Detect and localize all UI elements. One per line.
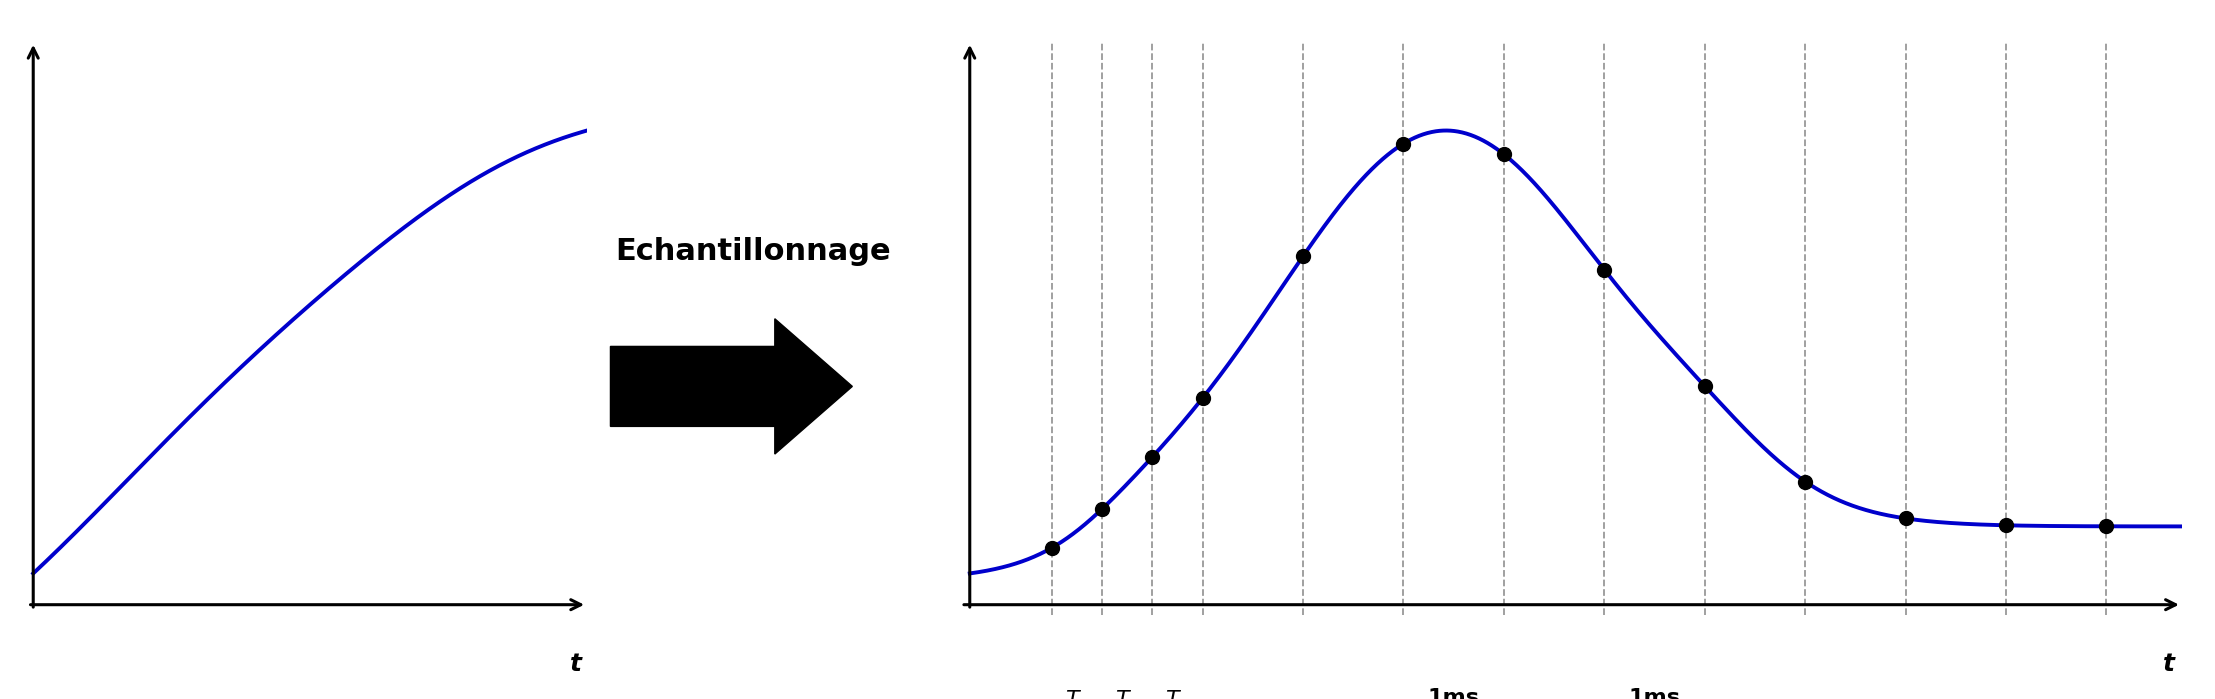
Text: t: t (2162, 651, 2175, 676)
Point (2089, 521, 2124, 532)
Text: Echantillonnage: Echantillonnage (616, 236, 890, 266)
Point (1788, 476, 1823, 487)
Point (1285, 250, 1320, 261)
Point (1887, 513, 1923, 524)
Text: 1ms: 1ms (1628, 688, 1681, 699)
Point (1387, 138, 1422, 149)
Point (1185, 392, 1220, 403)
Point (1586, 264, 1621, 275)
Text: $T_e$: $T_e$ (1114, 688, 1139, 699)
Point (1989, 519, 2025, 531)
Point (1134, 452, 1170, 463)
Point (1486, 149, 1522, 160)
Text: $T_e$: $T_e$ (1065, 688, 1090, 699)
Point (1688, 380, 1723, 391)
Text: t: t (569, 651, 583, 676)
Text: 1ms: 1ms (1429, 688, 1480, 699)
Point (1034, 542, 1070, 554)
Text: $T_e$: $T_e$ (1165, 688, 1189, 699)
Point (1085, 503, 1121, 514)
FancyArrow shape (611, 319, 853, 454)
